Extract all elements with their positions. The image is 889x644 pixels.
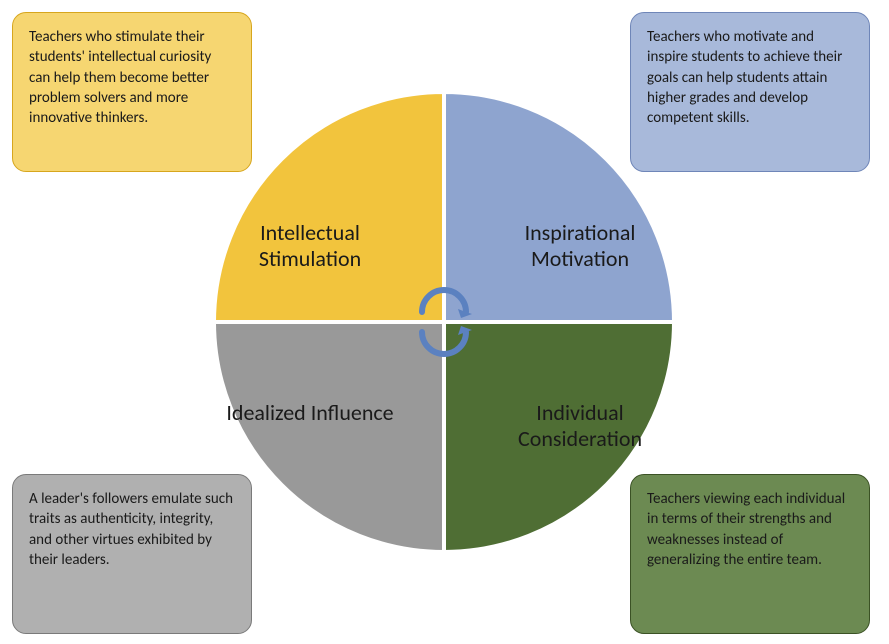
label-inspirational-motivation: Inspirational Motivation — [480, 220, 680, 273]
diagram-canvas: Teachers who stimulate their students' i… — [0, 0, 889, 644]
label-text: Inspirational Motivation — [525, 219, 636, 272]
label-text: Individual Consideration — [518, 399, 642, 452]
label-intellectual-stimulation: Intellectual Stimulation — [210, 220, 410, 273]
label-text: Intellectual Stimulation — [259, 219, 361, 272]
label-individual-consideration: Individual Consideration — [480, 400, 680, 453]
label-text: Idealized Influence — [226, 399, 393, 426]
quadrant-circle — [0, 0, 889, 644]
label-idealized-influence: Idealized Influence — [210, 400, 410, 426]
